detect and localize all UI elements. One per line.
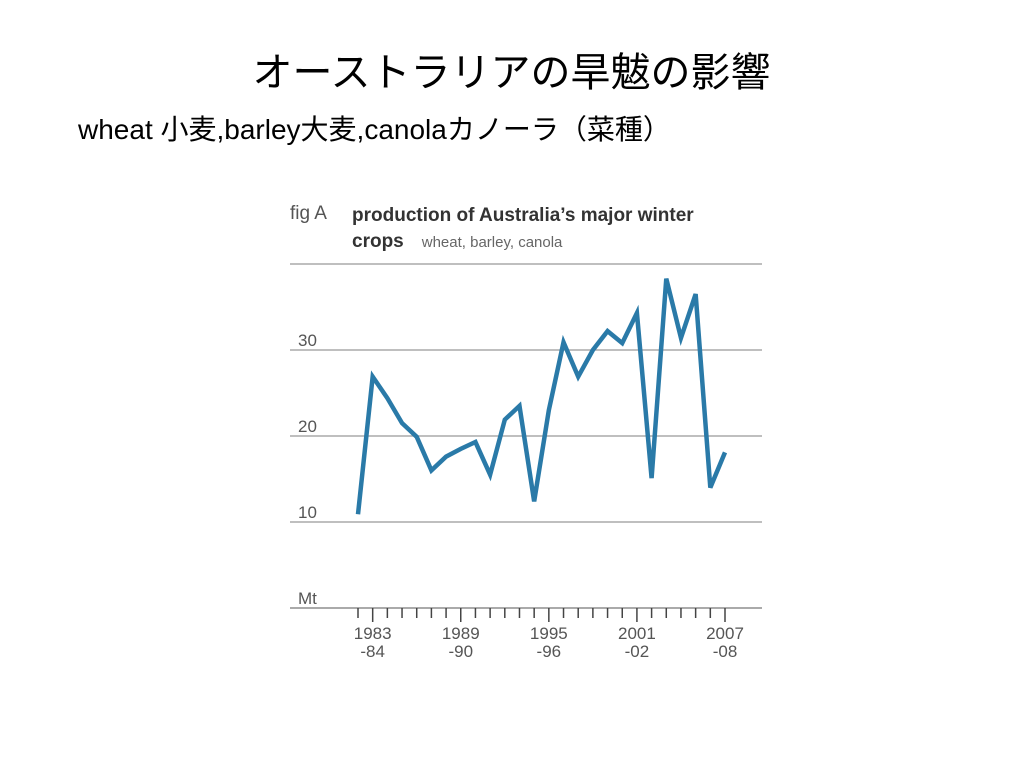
x-tick-label: 1995 -96 — [530, 624, 568, 661]
x-tick-label: 2001 -02 — [618, 624, 656, 661]
y-tick-label: 30 — [298, 331, 317, 350]
x-tick-label: 1983 -84 — [354, 624, 392, 661]
chart-heading-text: production of Australia’s major winter c… — [352, 203, 717, 256]
chart-title: production of Australia’s major winter c… — [352, 205, 694, 252]
figure-label: fig A — [290, 203, 327, 224]
chart-subtitle: wheat, barley, canola — [421, 234, 563, 251]
x-tick-label: 2007 -08 — [706, 624, 744, 661]
slide-subtitle: wheat 小麦,barley大麦,canolaカノーラ（菜種） — [78, 114, 671, 145]
y-tick-label: 20 — [298, 417, 317, 436]
data-line — [355, 278, 728, 515]
slide-title: オーストラリアの旱魃の影響 — [252, 50, 771, 96]
x-tick-label: 1989 -90 — [442, 624, 480, 661]
y-tick-label: 10 — [298, 503, 317, 522]
y-axis-label: Mt — [298, 589, 317, 608]
